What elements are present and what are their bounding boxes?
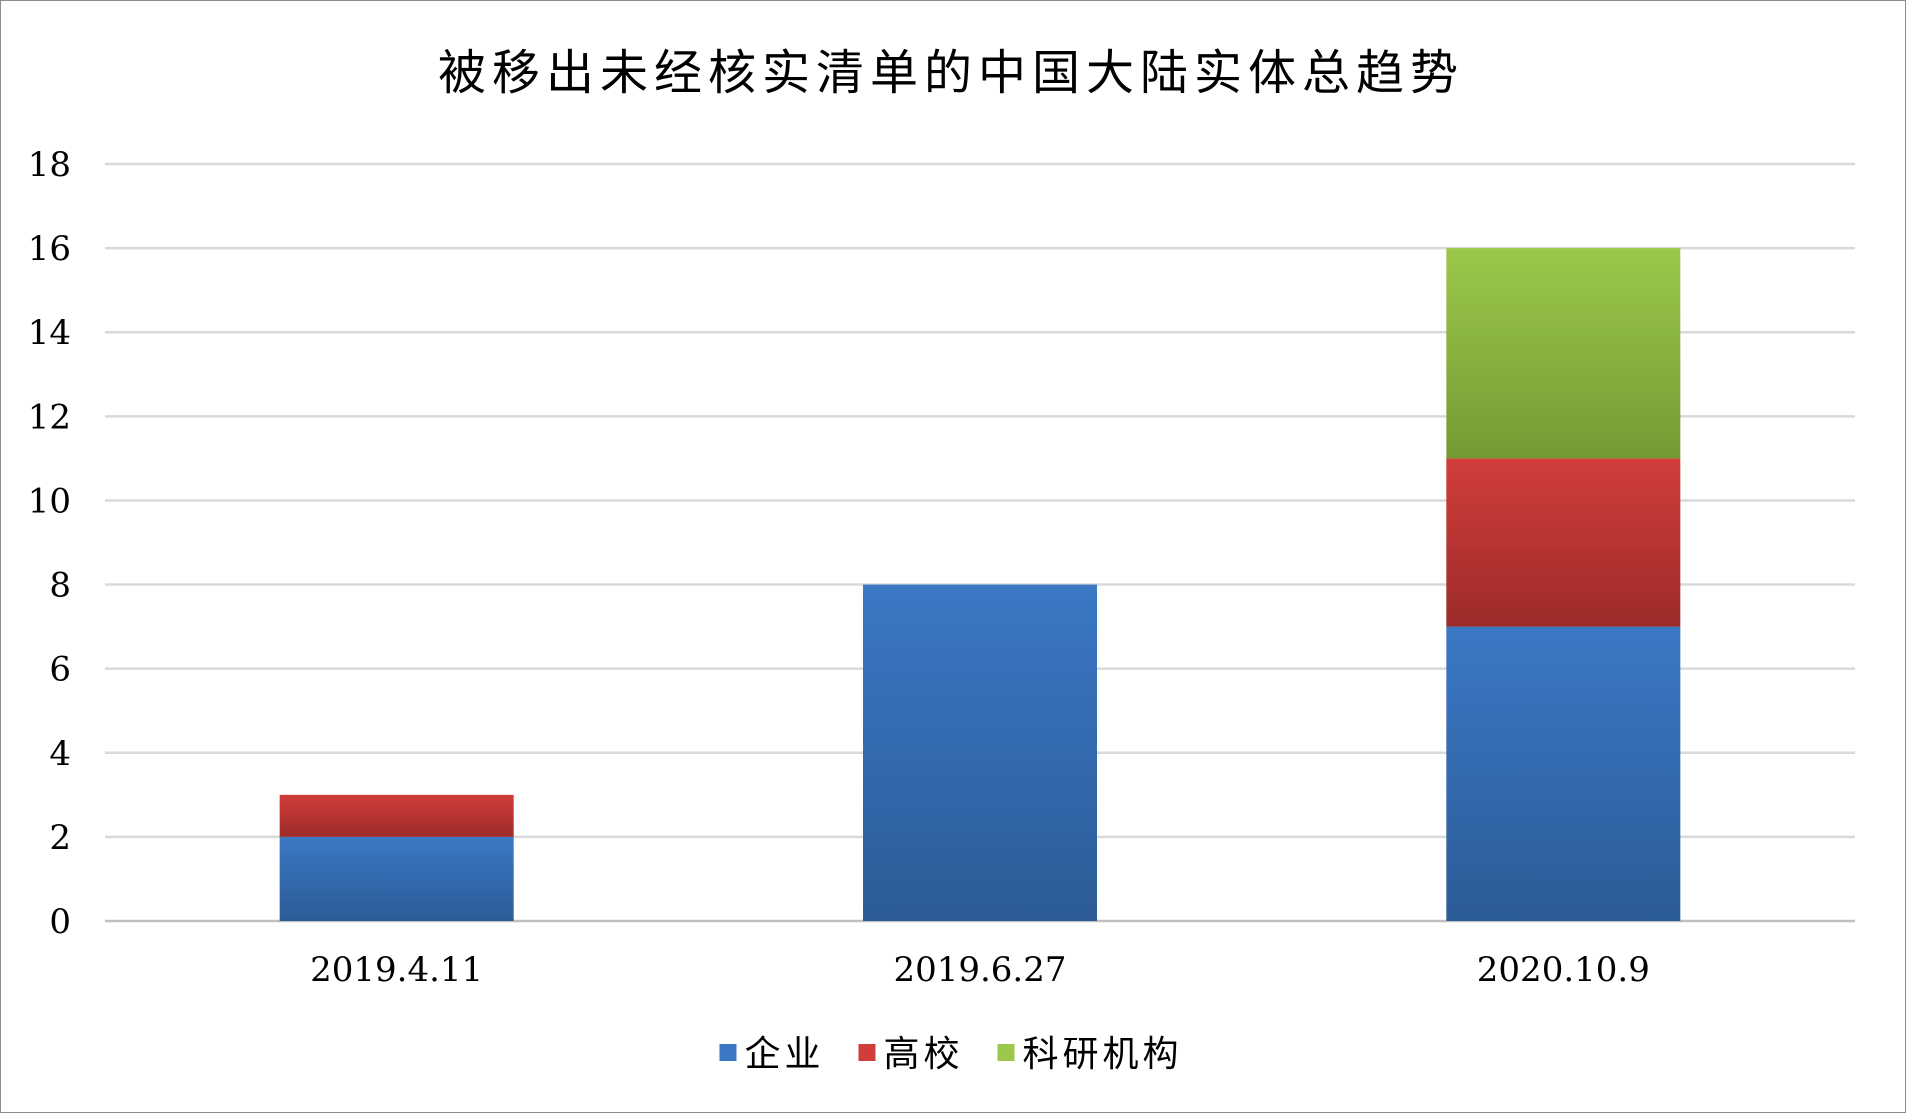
y-tick-label: 8: [49, 566, 71, 606]
bar-segment: [279, 836, 514, 921]
x-tick-label: 2020.10.9: [1477, 950, 1650, 990]
bar-segment: [279, 794, 514, 837]
legend-item: 科研机构: [997, 1034, 1183, 1075]
bar-segment: [1446, 248, 1681, 459]
y-tick-label: 16: [28, 229, 71, 269]
bar-segment: [863, 584, 1097, 921]
legend-swatch: [997, 1044, 1015, 1061]
legend-item: 企业: [719, 1034, 824, 1075]
x-tick-label: 2019.6.27: [893, 950, 1066, 990]
legend-label: 科研机构: [1023, 1034, 1183, 1075]
legend-swatch: [719, 1044, 737, 1061]
x-axis-tick-labels: 2019.4.11 2019.6.27 2020.10.9: [310, 950, 1650, 990]
y-axis-tick-labels: 0 2 4 6 8 10 12 14 16 18: [28, 145, 71, 942]
legend-label: 企业: [744, 1034, 824, 1075]
legend-label: 高校: [883, 1034, 963, 1075]
y-tick-label: 4: [49, 734, 71, 774]
bar-segment: [1446, 626, 1681, 921]
y-tick-label: 18: [28, 145, 71, 185]
y-tick-label: 12: [28, 397, 71, 437]
legend-swatch: [858, 1044, 876, 1061]
y-tick-label: 14: [28, 313, 71, 353]
x-tick-label: 2019.4.11: [310, 950, 483, 990]
y-tick-label: 6: [49, 650, 71, 690]
y-tick-label: 10: [28, 481, 71, 521]
y-tick-label: 2: [49, 818, 71, 858]
chart-title: 被移出未经核实清单的中国大陆实体总趋势: [438, 45, 1464, 101]
y-tick-label: 0: [49, 902, 71, 942]
bar-segment: [1446, 458, 1681, 627]
legend: 企业 高校 科研机构: [719, 1034, 1183, 1075]
bars: [279, 248, 1681, 921]
legend-item: 高校: [858, 1034, 963, 1075]
